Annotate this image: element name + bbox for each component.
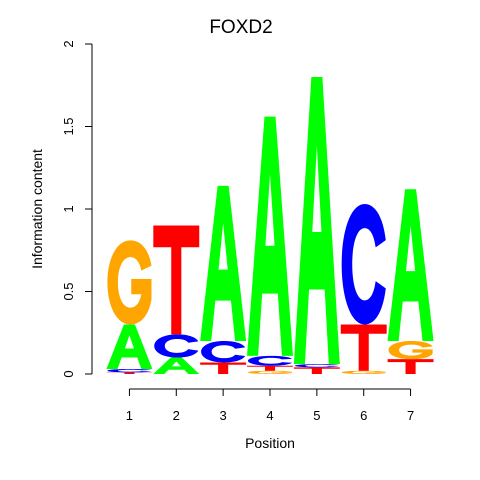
chart-title: FOXD2	[209, 17, 272, 38]
letter-C-pos-6	[341, 204, 386, 325]
letter-A-pos-2	[153, 357, 200, 374]
y-axis: 0 0.5 1 1.5 2	[61, 40, 93, 378]
letter-A-pos-5	[293, 77, 340, 365]
letter-T-pos-3	[200, 362, 247, 374]
y-tick-label: 0	[61, 370, 76, 377]
y-axis-label: Information content	[29, 149, 45, 269]
x-tick-label: 3	[220, 408, 227, 423]
letter-A-pos-7	[387, 189, 434, 341]
letter-A-pos-3	[200, 185, 247, 341]
letter-C-pos-5	[294, 364, 339, 368]
letter-T-pos-7	[387, 359, 434, 374]
letter-A-pos-4	[247, 116, 293, 356]
letter-T-pos-2	[153, 225, 200, 335]
letter-A-pos-1	[106, 324, 153, 370]
x-axis: 1 2 3 4 5 6 7	[126, 388, 414, 423]
x-tick-label: 4	[266, 408, 273, 423]
letter-C-pos-3	[201, 341, 246, 363]
y-tick-label: 1	[61, 205, 76, 212]
x-axis-label: Position	[245, 435, 295, 451]
y-tick-label: 0.5	[61, 282, 76, 300]
letter-G-pos-6	[341, 370, 386, 374]
letter-T-pos-5	[293, 367, 340, 374]
letter-T-pos-6	[340, 324, 387, 371]
x-tick-label: 1	[126, 408, 133, 423]
x-tick-label: 7	[407, 408, 414, 423]
x-tick-label: 2	[173, 408, 180, 423]
letter-G-pos-1	[107, 240, 152, 325]
x-tick-label: 6	[360, 408, 367, 423]
letter-C-pos-1	[107, 369, 152, 373]
letter-G-pos-4	[247, 370, 293, 374]
letter-T-pos-1	[106, 372, 153, 374]
y-tick-label: 1.5	[61, 117, 76, 135]
logo-letters	[106, 77, 434, 374]
y-tick-label: 2	[61, 40, 76, 47]
letter-C-pos-4	[247, 355, 293, 366]
letter-T-pos-4	[247, 365, 293, 371]
letter-C-pos-2	[154, 334, 199, 358]
letter-G-pos-7	[388, 341, 433, 360]
x-tick-label: 5	[313, 408, 320, 423]
